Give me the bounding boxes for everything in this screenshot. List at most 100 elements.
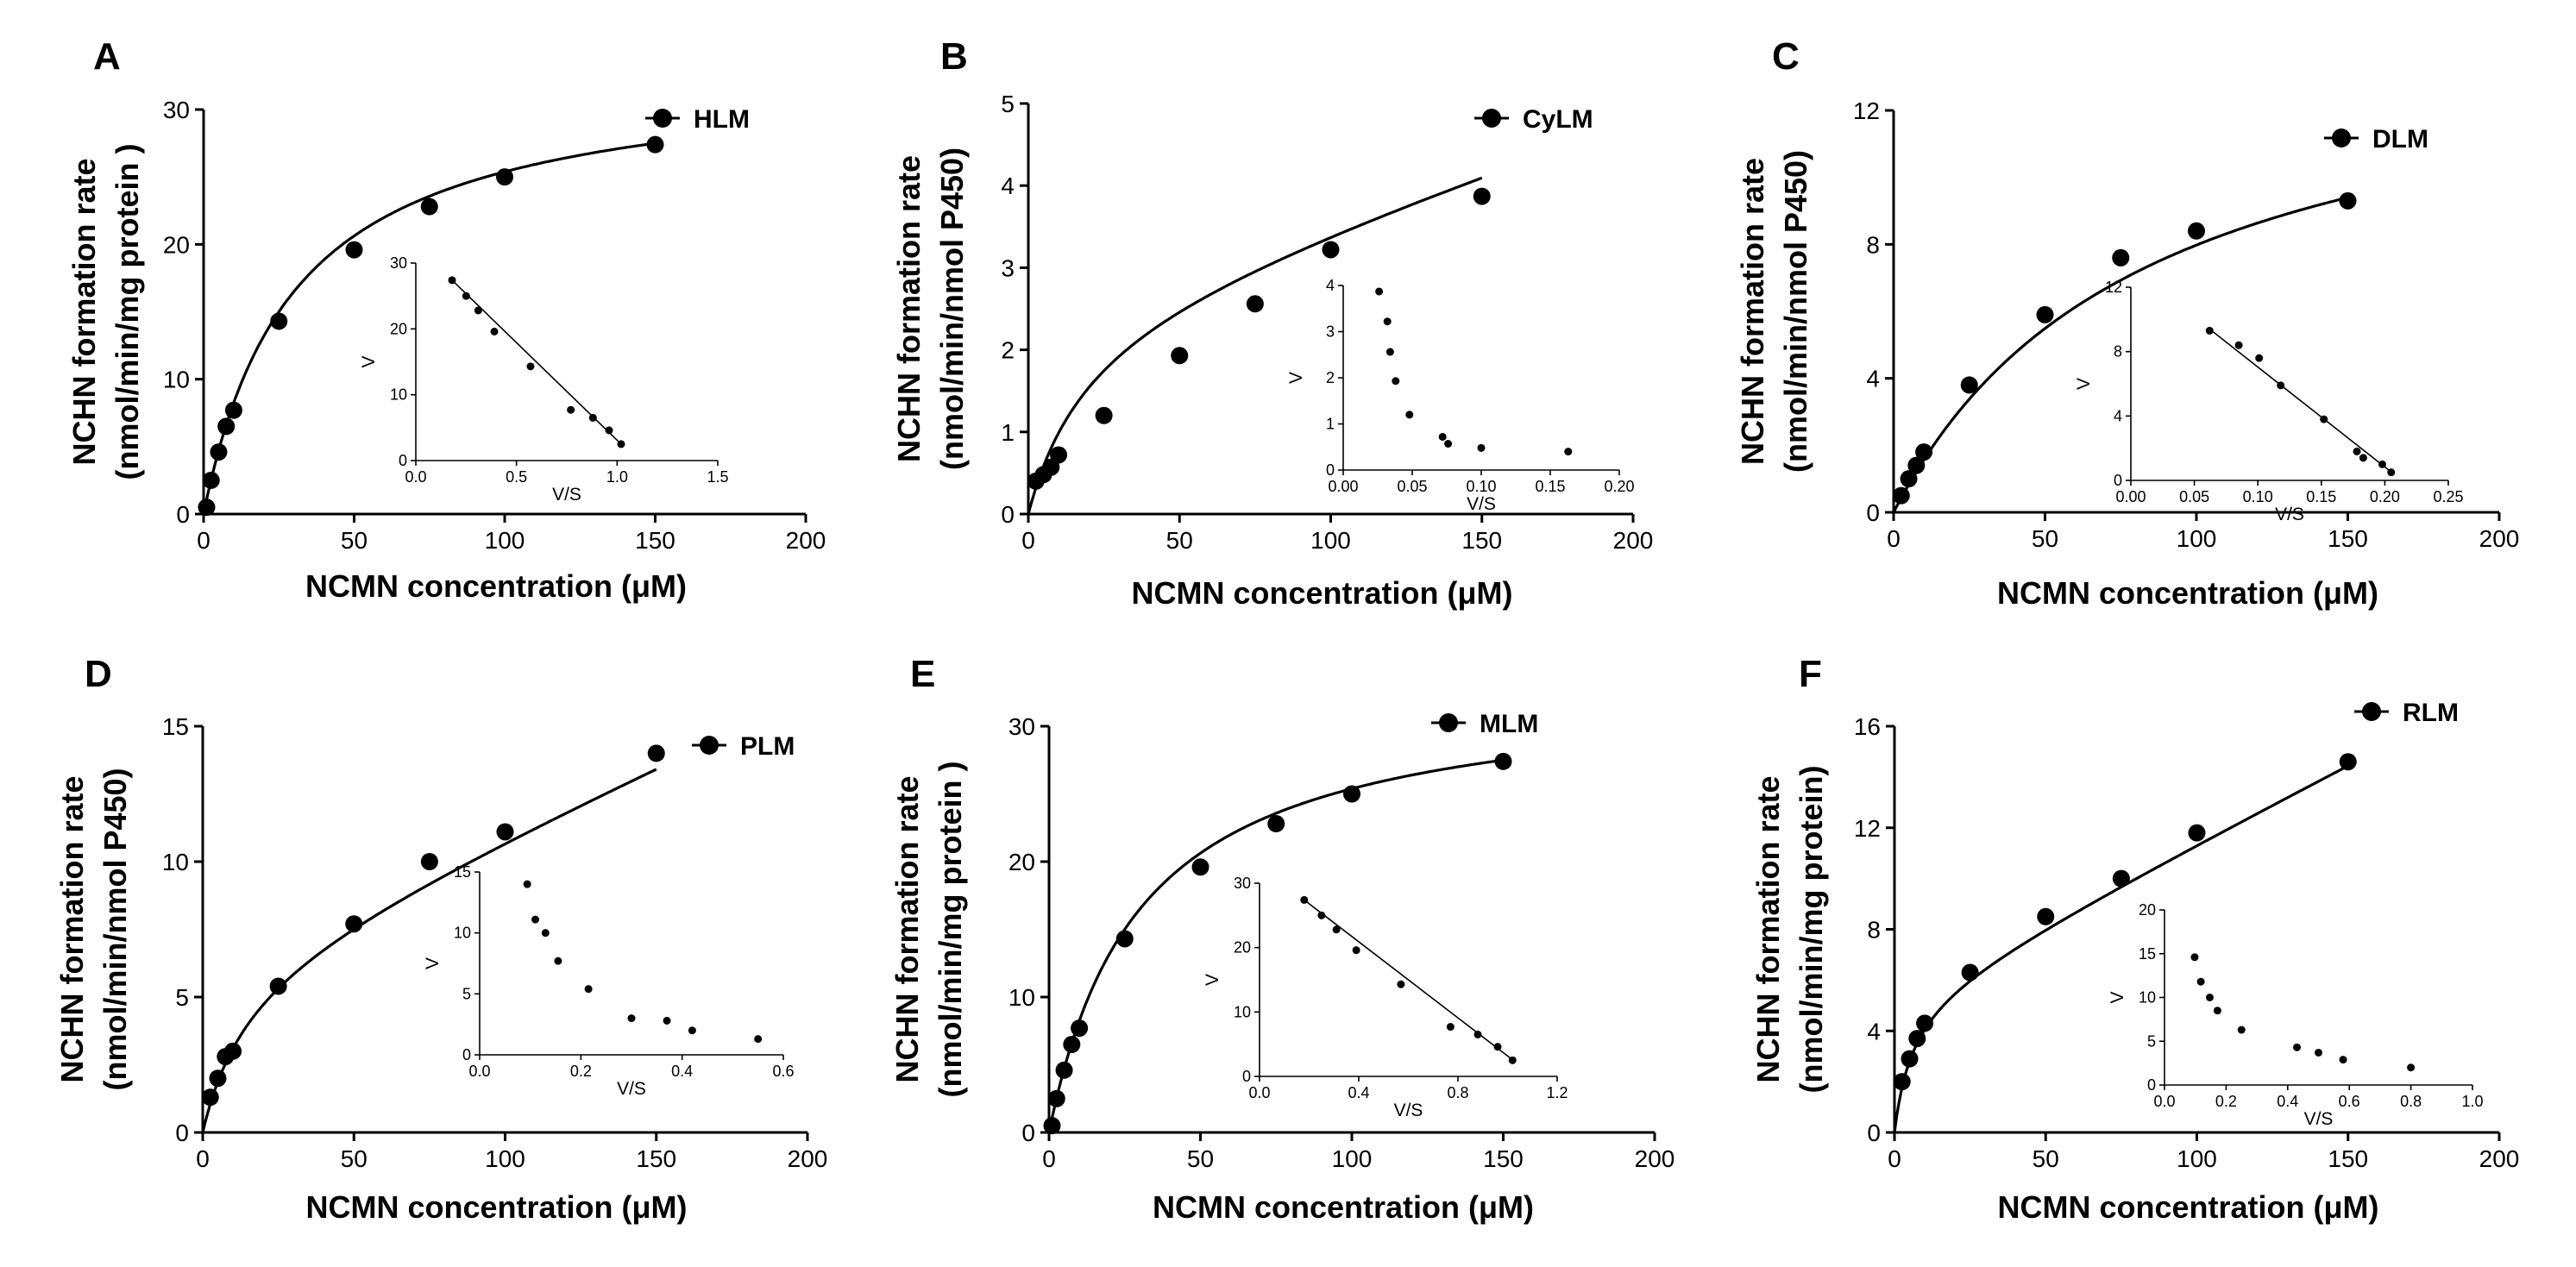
data-point [2036,305,2054,323]
inset-plot: 0.0 0.2 0.4 0.6 0 5 10 15 V/S V [423,863,795,1099]
inset-regression-line [1304,899,1516,1063]
legend-label: HLM [694,105,750,134]
inset-y-tick-label: 10 [390,386,407,404]
data-point [270,312,288,330]
y-axis-title-line2: (nmol/min/nmol P450) [934,147,970,470]
x-tick-label: 0 [1887,525,1901,552]
fit-curve [1027,176,1483,515]
legend-marker [653,109,672,128]
inset-data-point [1405,411,1414,419]
legend-marker [1439,713,1458,732]
x-tick-label: 150 [635,527,675,554]
inset-data-point [1392,377,1400,386]
inset-y-axis-title: V [1203,974,1222,986]
data-point [2339,191,2357,210]
y-tick-label: 10 [1008,984,1035,1011]
x-tick-label: 200 [1613,527,1654,554]
y-tick-label: 12 [1853,97,1880,124]
inset-x-tick-label: 1.2 [1546,1084,1568,1101]
x-tick-label: 0 [197,527,210,554]
data-point [1115,930,1134,948]
inset-x-tick-label: 0.6 [772,1063,794,1080]
inset-y-tick-label: 0 [2114,472,2122,489]
y-tick-label: 4 [1001,172,1015,199]
inset-data-point [554,957,562,965]
inset-data-point [1332,925,1341,934]
inset-data-point [688,1026,696,1035]
inset-data-point [567,405,575,414]
inset-x-tick-label: 0.05 [2179,488,2209,505]
x-tick-label: 0 [1888,1145,1901,1172]
inset-regression-line [2208,328,2395,475]
x-tick-label: 0 [1042,1145,1056,1172]
inset-x-tick-label: 0.10 [2243,488,2273,505]
inset-x-axis-title: V/S [552,485,581,505]
data-point [198,499,216,517]
inset-y-axis-title: V [1286,372,1306,384]
data-point [1961,963,1979,982]
x-tick-label: 200 [786,527,826,554]
data-point [345,915,363,933]
data-point [1191,858,1209,876]
fit-curve [1893,764,2349,1133]
x-axis-title: NCMN concentration (μM) [1131,575,1512,611]
legend-label: CyLM [1523,105,1593,134]
x-tick-label: 50 [341,1145,368,1172]
y-tick-label: 15 [162,713,189,740]
legend-marker [1482,109,1501,128]
data-point [2112,869,2130,888]
inset-x-axis-title: V/S [2304,1109,2334,1129]
panel-letter: F [1799,653,1822,695]
data-point [209,1069,227,1088]
inset-data-point [2353,447,2361,455]
data-point [646,135,664,154]
inset-data-point [1477,443,1486,452]
inset-y-tick-label: 0 [462,1046,471,1063]
y-tick-label: 1 [1001,419,1015,446]
inset-y-tick-label: 20 [1234,939,1251,957]
x-tick-label: 200 [2479,1145,2520,1172]
inset-x-tick-label: 0.15 [1535,478,1565,495]
inset-plot: 0.00 0.05 0.10 0.15 0.20 0 1 2 3 4 V/S V [1286,277,1635,514]
data-point [1892,486,1910,505]
inset-x-tick-label: 0.2 [2215,1093,2237,1110]
inset-data-point [531,915,540,924]
inset-y-tick-label: 5 [462,985,471,1002]
data-point [420,198,438,216]
inset-x-tick-label: 0.5 [506,468,527,486]
x-tick-label: 50 [2033,1145,2059,1172]
inset-data-point [1375,287,1384,296]
inset-x-tick-label: 0.6 [2339,1093,2360,1110]
y-tick-label: 10 [162,849,189,875]
data-point [1960,376,1978,394]
y-tick-label: 8 [1866,231,1880,258]
inset-x-tick-label: 0.00 [2115,488,2146,505]
inset-data-point [1385,348,1394,356]
fit-curve [1047,758,1504,1133]
legend-marker [2332,129,2351,147]
x-tick-label: 100 [1332,1145,1373,1172]
x-tick-label: 50 [341,527,368,554]
x-tick-label: 150 [636,1145,676,1172]
inset-x-tick-label: 0.25 [2433,488,2463,505]
y-tick-label: 0 [1021,1120,1035,1146]
data-point [496,823,514,841]
inset-data-point [2339,1056,2347,1064]
data-point [2037,907,2055,925]
y-axis-title-line1: NCHN formation rate [66,158,102,465]
data-point [1055,1061,1073,1079]
data-point [420,853,438,870]
inset-y-tick-label: 3 [1326,323,1335,341]
inset-data-point [2237,1026,2246,1034]
inset-data-point [2234,341,2243,349]
y-tick-label: 30 [1008,713,1035,740]
y-tick-label: 2 [1001,337,1015,364]
x-axis-title: NCMN concentration (μM) [1997,575,2378,611]
x-tick-label: 150 [2328,1145,2368,1172]
inset-y-tick-label: 30 [390,254,407,272]
panel-b: B 0 50 100 150 200 0 1 2 3 4 5 NCMN concentration (μ… [891,35,1653,611]
y-tick-label: 5 [1001,91,1015,117]
inset-plot: 0.0 0.5 1.0 1.5 0 10 20 30 V/S V [359,254,729,505]
inset-y-axis-title: V [423,957,443,969]
